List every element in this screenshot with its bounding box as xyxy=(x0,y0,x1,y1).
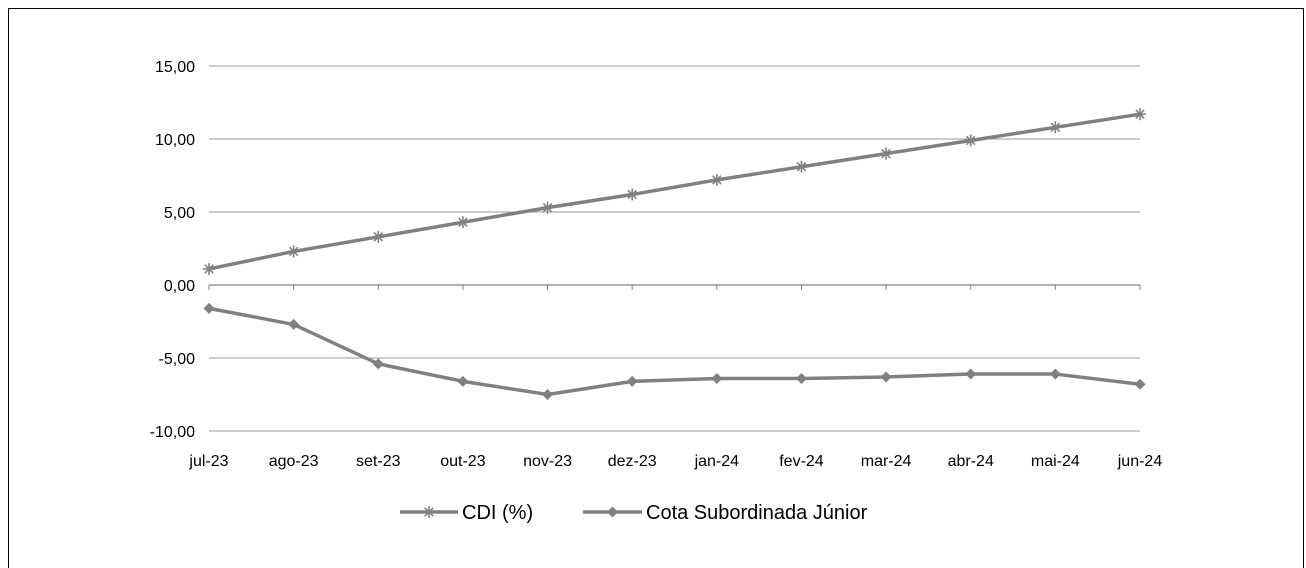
marker-stroke xyxy=(627,189,637,200)
x-tick-label: mar-24 xyxy=(861,453,912,470)
x-axis-tick-labels: jul-23 ago-23 set-23 out-23 nov-23 dez-23 jan-… xyxy=(188,453,1162,470)
point-marker-asterisk xyxy=(880,147,893,160)
point-marker-asterisk xyxy=(710,173,723,186)
point-marker-asterisk xyxy=(541,201,554,214)
point-marker-diamond xyxy=(607,506,618,518)
x-tick-label: jun-24 xyxy=(1117,453,1163,470)
point-marker-asterisk xyxy=(372,230,385,243)
point-marker-asterisk xyxy=(203,262,215,275)
point-marker-diamond xyxy=(880,371,892,383)
point-marker-diamond xyxy=(542,389,554,400)
marker-stroke xyxy=(373,232,384,242)
x-tick-label: set-23 xyxy=(356,453,401,470)
x-tick-label: abr-24 xyxy=(948,453,994,470)
point-marker-diamond xyxy=(457,375,469,387)
point-marker-diamond xyxy=(1134,378,1146,390)
marker-stroke xyxy=(1050,122,1061,133)
marker-stroke xyxy=(542,202,553,213)
marker-stroke xyxy=(424,507,434,517)
point-marker-diamond xyxy=(711,372,723,384)
marker-stroke xyxy=(288,246,299,257)
point-marker-asterisk xyxy=(795,160,808,173)
point-marker-diamond xyxy=(626,375,638,387)
y-tick-label: 10,00 xyxy=(155,132,195,149)
series-line xyxy=(208,306,1141,397)
marker-stroke xyxy=(1135,109,1145,119)
point-marker-asterisk xyxy=(423,506,435,518)
x-tick-label: out-23 xyxy=(440,453,485,470)
y-tick-label: 5,00 xyxy=(164,205,195,222)
point-marker-asterisk xyxy=(456,216,469,229)
marker-stroke xyxy=(881,148,891,159)
x-tick-label: ago-23 xyxy=(269,453,319,470)
y-tick-label: -5,00 xyxy=(159,351,196,368)
point-marker-diamond xyxy=(203,302,215,314)
x-tick-label: dez-23 xyxy=(608,453,657,470)
point-marker-diamond xyxy=(288,318,300,330)
chart-frame xyxy=(8,8,1304,568)
marker-stroke xyxy=(712,175,722,185)
x-tick-label: jan-24 xyxy=(694,453,740,470)
point-marker-diamond xyxy=(372,358,384,370)
y-tick-label: 0,00 xyxy=(164,278,195,295)
point-marker-asterisk xyxy=(964,134,977,147)
point-marker-diamond xyxy=(965,368,977,380)
marker-stroke xyxy=(796,161,807,172)
x-axis xyxy=(208,284,1141,290)
legend-item: CDI (%) xyxy=(400,502,533,524)
point-marker-asterisk xyxy=(1049,121,1062,134)
y-tick-label: 15,00 xyxy=(155,59,195,76)
point-marker-asterisk xyxy=(1134,108,1146,121)
point-marker-diamond xyxy=(1049,368,1061,380)
x-tick-label: mai-24 xyxy=(1031,453,1080,470)
marker-stroke xyxy=(458,217,468,227)
legend-label: CDI (%) xyxy=(462,502,533,524)
series-line xyxy=(208,112,1141,271)
point-marker-asterisk xyxy=(626,188,639,201)
legend-label: Cota Subordinada Júnior xyxy=(646,502,868,524)
marker-stroke xyxy=(965,135,976,146)
y-axis-tick-labels: 15,00 10,00 5,00 0,00 -5,00 -10,00 xyxy=(150,59,195,441)
legend-item: Cota Subordinada Júnior xyxy=(583,502,868,524)
point-marker-diamond xyxy=(795,372,807,384)
marker-stroke xyxy=(204,264,214,274)
series-cdi xyxy=(203,108,1146,275)
legend: CDI (%) Cota Subordinada Júnior xyxy=(400,502,868,524)
point-marker-asterisk xyxy=(287,245,300,258)
series-cota-subordinada-junior xyxy=(203,302,1146,400)
x-tick-label: jul-23 xyxy=(188,453,228,470)
x-tick-label: fev-24 xyxy=(779,453,824,470)
x-tick-label: nov-23 xyxy=(523,453,572,470)
y-tick-label: -10,00 xyxy=(150,424,195,441)
gridlines xyxy=(209,65,1140,432)
series-lines xyxy=(203,108,1146,400)
